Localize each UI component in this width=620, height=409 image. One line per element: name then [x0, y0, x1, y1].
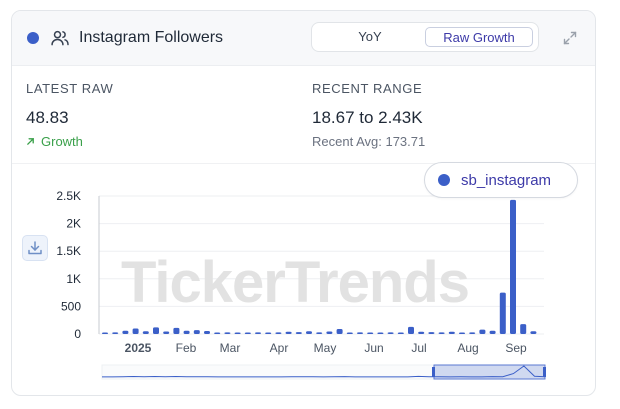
- y-tick-label: 0: [74, 327, 81, 341]
- bar[interactable]: [112, 332, 119, 334]
- range-navigator[interactable]: [101, 364, 546, 380]
- bar[interactable]: [275, 332, 282, 334]
- bar[interactable]: [132, 328, 139, 334]
- card-title: Instagram Followers: [79, 29, 224, 46]
- navigator-line: [102, 365, 546, 378]
- bar[interactable]: [163, 331, 170, 334]
- recent-range-label: RECENT RANGE: [312, 81, 423, 96]
- x-tick-label: May: [314, 341, 337, 355]
- bar[interactable]: [438, 332, 445, 334]
- recent-avg-text: Recent Avg: 173.71: [312, 134, 426, 149]
- bar[interactable]: [102, 332, 108, 335]
- growth-label: Growth: [41, 134, 83, 149]
- bar[interactable]: [326, 331, 333, 334]
- bar[interactable]: [469, 332, 476, 334]
- y-tick-label: 2.5K: [56, 189, 81, 203]
- bar[interactable]: [510, 199, 516, 334]
- bar[interactable]: [244, 332, 251, 335]
- recent-range-value: 18.67 to 2.43K: [312, 108, 423, 127]
- x-tick-label: Feb: [176, 341, 197, 355]
- x-tick-label: Mar: [220, 341, 241, 355]
- bar[interactable]: [255, 332, 261, 334]
- bar[interactable]: [479, 329, 486, 334]
- growth-indicator: Growth: [26, 134, 83, 149]
- x-tick-label: Jul: [411, 341, 426, 355]
- users-icon: [51, 30, 69, 46]
- y-tick-label: 1K: [66, 272, 81, 286]
- bar[interactable]: [448, 331, 455, 334]
- chart-gridlines: [98, 195, 544, 335]
- view-toggle: YoY Raw Growth: [311, 22, 539, 52]
- bar[interactable]: [489, 330, 496, 334]
- bar[interactable]: [428, 332, 435, 334]
- y-axis-ticks: 0 500 1K 1.5K 2K 2.5K: [56, 189, 81, 341]
- bar[interactable]: [295, 332, 302, 334]
- bar[interactable]: [357, 332, 363, 334]
- x-tick-label: Apr: [270, 341, 289, 355]
- legend-dot-icon: [438, 174, 450, 186]
- y-tick-label: 2K: [66, 217, 81, 231]
- bar[interactable]: [408, 326, 414, 334]
- bar[interactable]: [336, 329, 343, 334]
- x-tick-label: 2025: [125, 341, 152, 355]
- bar[interactable]: [142, 331, 149, 334]
- yoy-toggle-button[interactable]: YoY: [358, 29, 382, 44]
- x-axis-ticks: 2025 Feb Mar Apr May Jun Jul Aug Sep: [125, 341, 527, 355]
- x-tick-label: Jun: [364, 341, 383, 355]
- chart-bars: [102, 199, 537, 335]
- bar[interactable]: [224, 332, 231, 334]
- bar[interactable]: [377, 332, 384, 335]
- bar[interactable]: [234, 332, 241, 335]
- latest-raw-value: 48.83: [26, 108, 69, 127]
- bar[interactable]: [530, 331, 537, 334]
- bar[interactable]: [214, 332, 221, 335]
- legend-series-name: sb_instagram: [461, 172, 552, 189]
- series-legend[interactable]: sb_instagram: [424, 162, 578, 198]
- bar[interactable]: [265, 332, 272, 335]
- bar[interactable]: [499, 292, 506, 334]
- bar[interactable]: [173, 327, 180, 334]
- bar[interactable]: [520, 324, 527, 334]
- arrow-up-right-icon: [27, 138, 34, 145]
- card-header: Instagram Followers YoY Raw Growth: [12, 11, 595, 66]
- navigator-handle-right[interactable]: [543, 367, 546, 377]
- expand-icon[interactable]: [563, 31, 577, 45]
- bar[interactable]: [285, 331, 292, 334]
- bar[interactable]: [183, 330, 190, 334]
- bar[interactable]: [418, 331, 425, 334]
- section-divider: [12, 163, 595, 164]
- x-tick-label: Aug: [457, 341, 478, 355]
- bar[interactable]: [122, 330, 129, 334]
- series-dot-icon: [27, 32, 39, 44]
- bar[interactable]: [346, 332, 353, 335]
- bar[interactable]: [367, 332, 374, 335]
- download-icon: [28, 241, 42, 255]
- bar[interactable]: [387, 332, 394, 334]
- download-button[interactable]: [22, 235, 48, 261]
- watermark-text: TickerTrends: [121, 250, 469, 315]
- bar[interactable]: [193, 330, 200, 334]
- followers-bar-chart: TickerTrends 0 500 1K 1.5K 2K 2.5K 2025 Feb Mar…: [56, 189, 546, 380]
- instagram-followers-card: Instagram Followers YoY Raw Growth LATES…: [11, 10, 596, 396]
- bar[interactable]: [306, 331, 312, 334]
- navigator-handle-left[interactable]: [432, 367, 435, 377]
- y-tick-label: 1.5K: [56, 244, 81, 258]
- x-tick-label: Sep: [505, 341, 527, 355]
- bar[interactable]: [316, 332, 323, 334]
- y-tick-label: 500: [61, 299, 81, 313]
- latest-raw-label: LATEST RAW: [26, 81, 114, 96]
- raw-growth-toggle-button[interactable]: Raw Growth: [425, 27, 533, 47]
- bar[interactable]: [204, 330, 210, 334]
- navigator-selection[interactable]: [433, 364, 546, 380]
- bar[interactable]: [397, 332, 404, 335]
- bar[interactable]: [459, 332, 465, 335]
- bar[interactable]: [153, 327, 159, 334]
